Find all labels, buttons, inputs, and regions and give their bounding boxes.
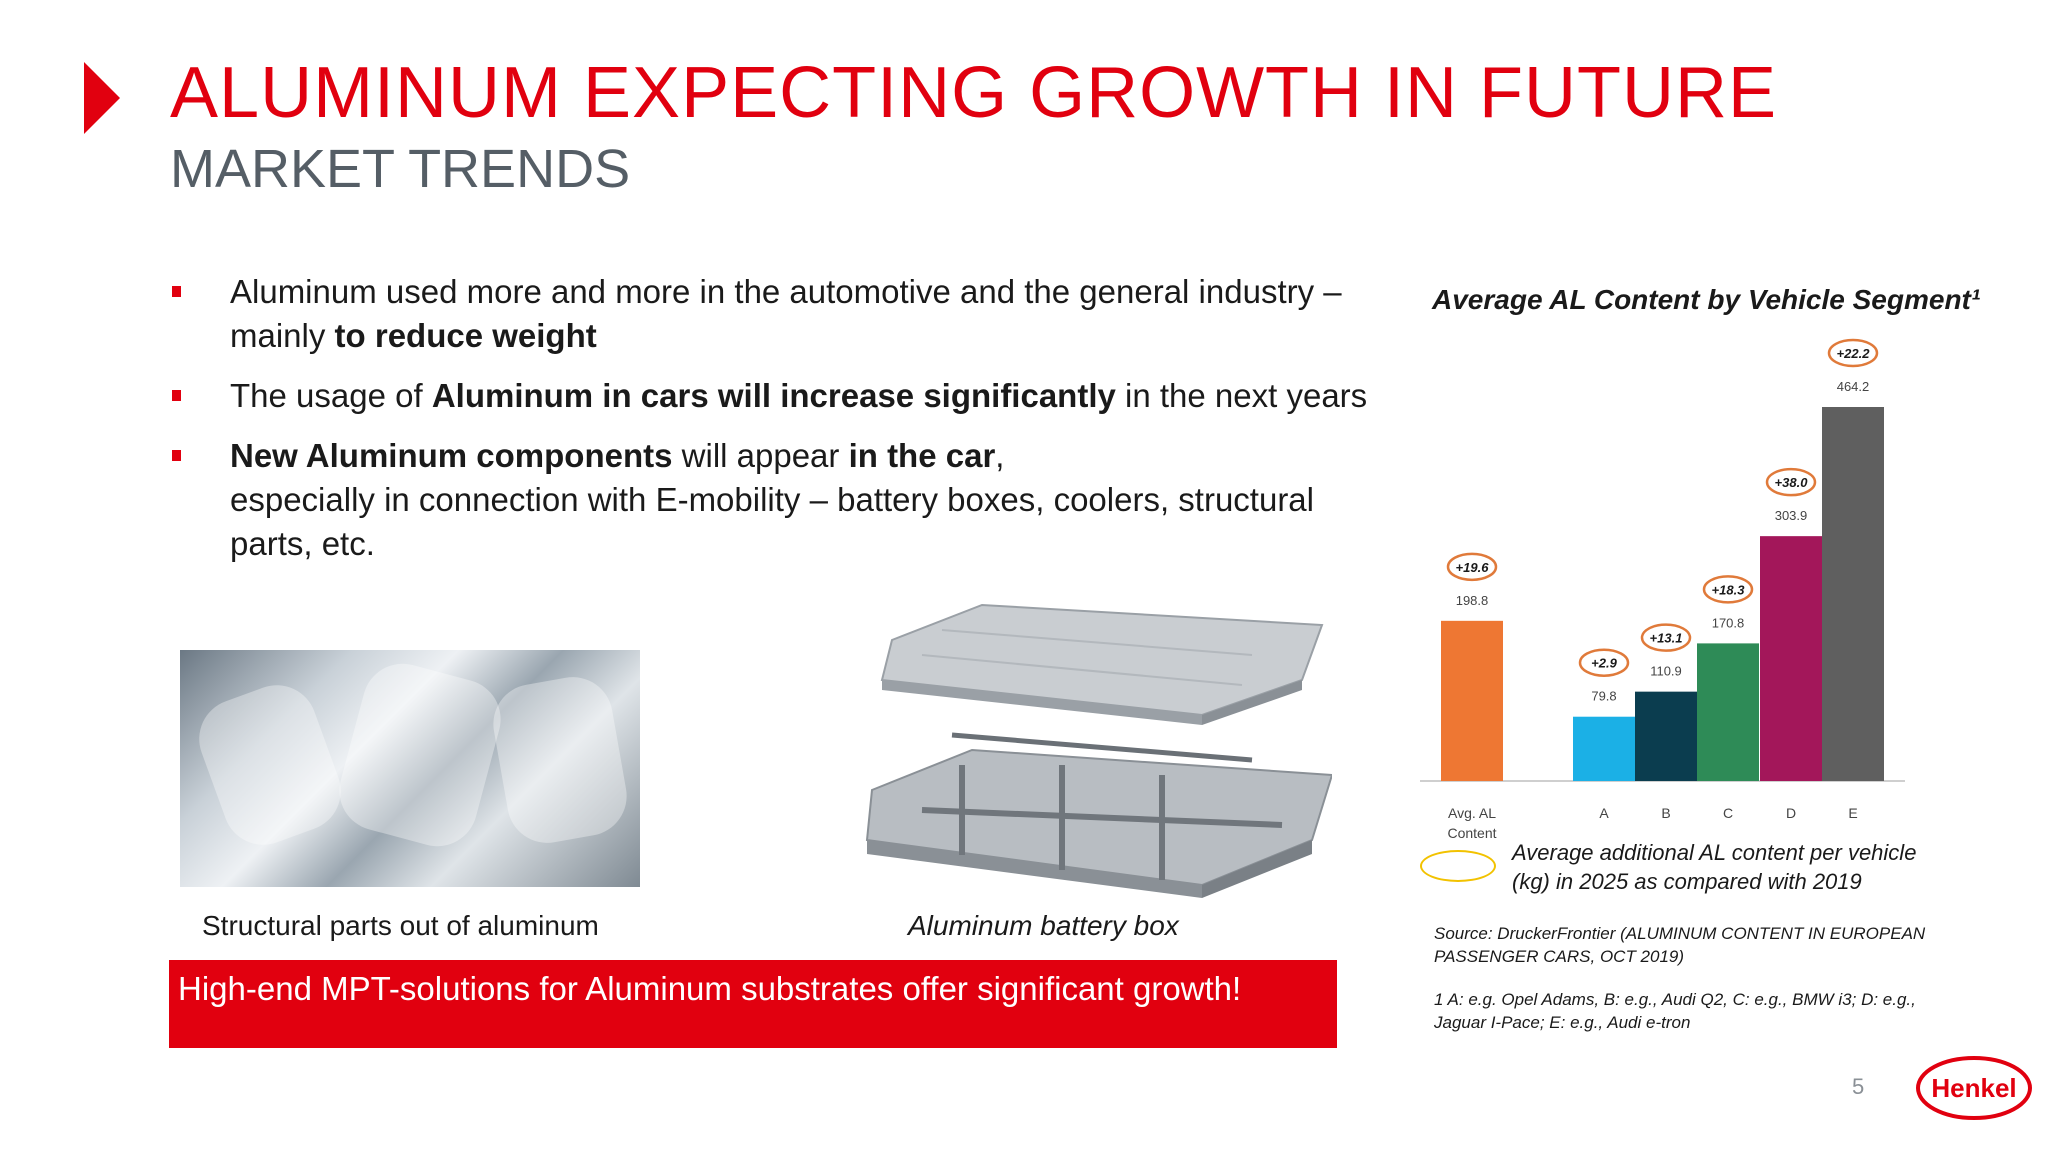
- chart-title: Average AL Content by Vehicle Segment¹: [1432, 284, 1981, 315]
- structural-parts-photo: [180, 650, 640, 887]
- increment-ellipse-icon: [1765, 467, 1817, 497]
- svg-text:Henkel: Henkel: [1931, 1073, 2016, 1103]
- increment-label: +22.2: [1837, 346, 1871, 361]
- bullet-bold-text: in the car: [848, 437, 996, 474]
- bar: [1697, 643, 1759, 781]
- bullet-item: The usage of Aluminum in cars will incre…: [170, 374, 1380, 418]
- battery-box-caption: Aluminum battery box: [908, 910, 1179, 941]
- bullet-square-icon: [172, 450, 181, 461]
- slide-title: ALUMINUM EXPECTING GROWTH IN FUTURE: [170, 53, 1778, 133]
- category-label: A: [1599, 805, 1609, 821]
- category-label: B: [1661, 805, 1670, 821]
- increment-ellipse-icon: [1702, 575, 1754, 604]
- bullet-text: especially in connection with E-mobility…: [230, 481, 1314, 562]
- increment-label: +19.6: [1456, 560, 1490, 575]
- bar-value-label: 79.8: [1591, 689, 1616, 704]
- increment-ellipse-icon: [1827, 338, 1879, 368]
- legend-marker-icon: [1420, 850, 1496, 882]
- bullet-square-icon: [172, 390, 181, 401]
- category-label: C: [1723, 805, 1733, 821]
- increment-label: +2.9: [1591, 656, 1617, 671]
- category-label: E: [1848, 805, 1857, 821]
- bar-value-label: 464.2: [1837, 379, 1870, 394]
- page-number: 5: [1852, 1074, 1865, 1099]
- increment-ellipse-icon: [1446, 552, 1498, 582]
- category-label: Content: [1447, 825, 1496, 841]
- category-label: Avg. AL: [1448, 805, 1496, 821]
- bullet-bold-text: to reduce weight: [334, 317, 597, 354]
- al-content-bar-chart: 198.8 +19.6 79.8 +2.9 110.9 +13.1 170.8 +18.3 30…: [1420, 338, 1905, 841]
- source-note: Source: DruckerFrontier (ALUMINUM CONTEN…: [1434, 924, 1926, 966]
- increment-ellipse-icon: [1578, 648, 1630, 677]
- battery-box-illustration: [865, 603, 1332, 898]
- henkel-logo: Henkel: [1916, 1056, 2032, 1120]
- bar: [1573, 716, 1635, 781]
- bar: [1635, 691, 1697, 781]
- bullet-item: Aluminum used more and more in the autom…: [170, 270, 1380, 358]
- increment-ellipse-icon: [1640, 623, 1692, 652]
- bullet-text: will appear: [672, 437, 849, 474]
- bullet-bold-text: Aluminum in cars will increase significa…: [431, 377, 1116, 414]
- bar-value-label: 170.8: [1712, 615, 1745, 630]
- bullet-square-icon: [172, 286, 181, 297]
- increment-label: +13.1: [1650, 631, 1683, 646]
- category-label: D: [1786, 805, 1796, 821]
- bar: [1441, 620, 1503, 781]
- increment-label: +38.0: [1775, 475, 1809, 490]
- footnote: 1 A: e.g. Opel Adams, B: e.g., Audi Q2, …: [1434, 990, 1916, 1032]
- bar-value-label: 198.8: [1456, 593, 1489, 608]
- bar: [1822, 407, 1884, 781]
- slide-subtitle: MARKET TRENDS: [170, 139, 631, 199]
- increment-label: +18.3: [1712, 582, 1746, 597]
- bar-value-label: 303.9: [1775, 508, 1808, 523]
- bullet-text: Aluminum used more and more in the autom…: [230, 273, 1342, 354]
- bar: [1760, 536, 1822, 781]
- title-marker-icon: [84, 62, 120, 134]
- bullet-text: ,: [995, 437, 1005, 474]
- highlight-banner-text: High-end MPT-solutions for Aluminum subs…: [178, 970, 1242, 1007]
- bullet-item: New Aluminum components will appear in t…: [170, 434, 1380, 566]
- bullet-list: Aluminum used more and more in the autom…: [170, 270, 1380, 582]
- bar-value-label: 110.9: [1650, 664, 1682, 679]
- structural-parts-caption: Structural parts out of aluminum: [202, 910, 599, 941]
- legend-text: Average additional AL content per vehicl…: [1512, 840, 1917, 894]
- bullet-text: in the next years: [1115, 377, 1368, 414]
- highlight-banner: [169, 960, 1337, 1048]
- bullet-text: The usage of: [230, 377, 432, 414]
- bullet-bold-text: New Aluminum components: [230, 437, 673, 474]
